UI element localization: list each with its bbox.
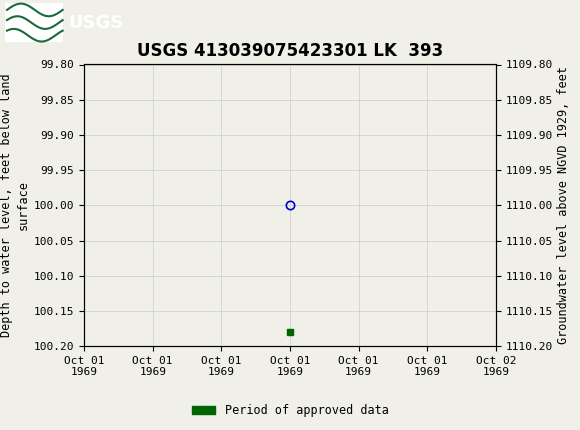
Title: USGS 413039075423301 LK  393: USGS 413039075423301 LK 393	[137, 42, 443, 60]
Y-axis label: Groundwater level above NGVD 1929, feet: Groundwater level above NGVD 1929, feet	[557, 66, 570, 344]
Y-axis label: Depth to water level, feet below land
surface: Depth to water level, feet below land su…	[0, 74, 30, 337]
Text: USGS: USGS	[68, 14, 124, 31]
Legend: Period of approved data: Period of approved data	[187, 399, 393, 422]
Bar	[5, 3, 63, 43]
